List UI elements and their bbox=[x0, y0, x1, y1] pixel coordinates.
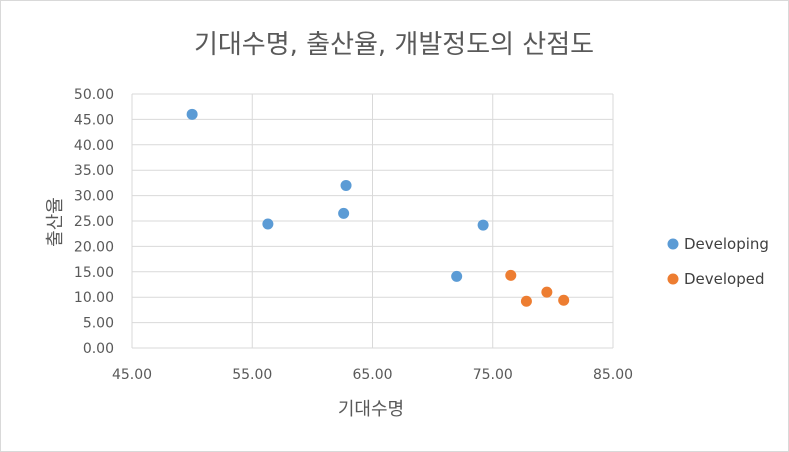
gridlines bbox=[131, 93, 614, 349]
y-tick-label: 40.00 bbox=[74, 138, 114, 154]
x-axis-label: 기대수명 bbox=[338, 399, 404, 420]
y-tick-label: 30.00 bbox=[74, 189, 114, 205]
y-tick-label: 5.00 bbox=[83, 316, 114, 332]
x-tick-label: 65.00 bbox=[352, 367, 392, 383]
legend-marker-developing bbox=[667, 238, 679, 250]
chart-title: 기대수명, 출산율, 개발정도의 산점도 bbox=[194, 30, 594, 60]
y-tick-label: 0.00 bbox=[83, 341, 114, 357]
data-point-developing bbox=[338, 207, 350, 219]
x-tick-label: 45.00 bbox=[112, 367, 152, 383]
data-point-developing bbox=[186, 108, 198, 120]
y-tick-label: 20.00 bbox=[74, 239, 114, 255]
data-points bbox=[186, 108, 570, 307]
x-tick-label: 55.00 bbox=[232, 367, 272, 383]
y-tick-label: 25.00 bbox=[74, 214, 114, 230]
legend: Developing Developed bbox=[667, 235, 769, 288]
x-tick-label: 85.00 bbox=[593, 367, 633, 383]
y-tick-label: 15.00 bbox=[74, 265, 114, 281]
data-point-developed bbox=[558, 294, 570, 306]
legend-marker-developed bbox=[667, 273, 679, 285]
data-point-developed bbox=[541, 286, 553, 298]
axes: 0.00 5.00 10.00 15.00 20.00 25.00 30.00 35.00 40… bbox=[74, 87, 633, 383]
y-axis-label: 출산율 bbox=[45, 197, 66, 247]
legend-label-developed: Developed bbox=[684, 270, 765, 288]
x-tick-label: 75.00 bbox=[473, 367, 513, 383]
data-point-developing bbox=[340, 179, 352, 191]
y-tick-label: 10.00 bbox=[74, 290, 114, 306]
y-tick-label: 45.00 bbox=[74, 112, 114, 128]
y-tick-label: 35.00 bbox=[74, 163, 114, 179]
data-point-developing bbox=[262, 218, 274, 230]
y-tick-label: 50.00 bbox=[74, 87, 114, 103]
legend-label-developing: Developing bbox=[684, 235, 769, 253]
data-point-developed bbox=[505, 269, 517, 281]
data-point-developed bbox=[520, 295, 532, 307]
data-point-developing bbox=[477, 219, 489, 231]
data-point-developing bbox=[451, 270, 463, 282]
